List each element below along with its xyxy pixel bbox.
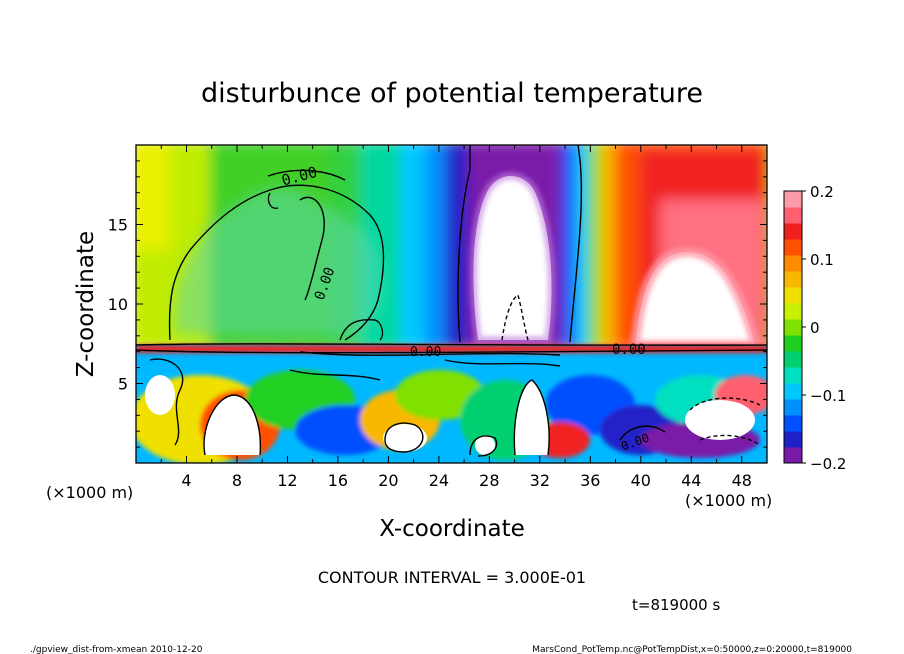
colorbar-swatch <box>784 447 802 464</box>
colorbar-swatch <box>784 335 802 352</box>
colorbar-tick-label: −0.2 <box>810 455 846 473</box>
x-tick-label: 40 <box>631 471 651 490</box>
x-axis-label: X-coordinate <box>379 516 525 542</box>
contour-interval-text: CONTOUR INTERVAL = 3.000E-01 <box>318 568 586 587</box>
footer-right: MarsCond_PotTemp.nc@PotTempDist,x=0:5000… <box>532 645 852 654</box>
colorbar-tick-label: 0.2 <box>810 183 834 201</box>
colorbar-swatch <box>784 255 802 272</box>
contour-label: 0.00 <box>612 342 646 358</box>
x-tick-label: 24 <box>429 471 449 490</box>
colorbar-ticks: 0.2 0.1 0 −0.1 −0.2 <box>802 183 846 473</box>
x-unit-label: (×1000 m) <box>685 491 772 510</box>
y-tick-label: 5 <box>118 375 128 394</box>
y-tick-label: 10 <box>108 295 128 314</box>
contour-label: 0.00 <box>410 345 441 360</box>
time-text: t=819000 s <box>632 596 720 614</box>
colorbar-swatch <box>784 351 802 368</box>
colorbar-swatch <box>784 239 802 256</box>
colorbar-swatch <box>784 415 802 432</box>
colorbar-swatch <box>784 207 802 224</box>
colorbar-swatch <box>784 223 802 240</box>
colorbar-swatch <box>784 319 802 336</box>
chart-title: disturbunce of potential temperature <box>201 78 703 109</box>
colorbar-swatch <box>784 399 802 416</box>
x-tick-label: 48 <box>732 471 752 490</box>
x-tick-label: 32 <box>530 471 550 490</box>
colorbar-swatch <box>784 303 802 320</box>
colorbar-swatch <box>784 287 802 304</box>
y-tick-label: 15 <box>108 216 128 235</box>
contour-lines <box>136 145 767 457</box>
x-tick-label: 36 <box>580 471 600 490</box>
y-axis: 5 10 15 <box>108 160 767 448</box>
colorbar-tick-label: 0.1 <box>810 251 834 269</box>
x-axis: 4 8 12 16 20 24 28 32 36 40 44 48 <box>160 145 752 490</box>
colorbar-swatch <box>784 431 802 448</box>
colorbar-tick-label: 0 <box>810 319 820 337</box>
x-tick-label: 16 <box>328 471 348 490</box>
y-unit-label: (×1000 m) <box>46 483 133 502</box>
x-tick-label: 28 <box>479 471 499 490</box>
colorbar-swatch <box>784 191 802 208</box>
colorbar <box>784 191 802 464</box>
x-tick-label: 20 <box>378 471 398 490</box>
colorbar-swatch <box>784 271 802 288</box>
x-tick-label: 4 <box>181 471 191 490</box>
x-tick-label: 12 <box>277 471 297 490</box>
x-tick-label: 44 <box>681 471 701 490</box>
colorbar-swatch <box>784 383 802 400</box>
y-axis-label: Z-coordinate <box>73 231 99 377</box>
x-tick-label: 8 <box>232 471 242 490</box>
footer-left: ./gpview_dist-from-xmean 2010-12-20 <box>30 645 203 654</box>
colorbar-tick-label: −0.1 <box>810 387 846 405</box>
heatmap-field <box>136 145 767 463</box>
colorbar-swatch <box>784 367 802 384</box>
